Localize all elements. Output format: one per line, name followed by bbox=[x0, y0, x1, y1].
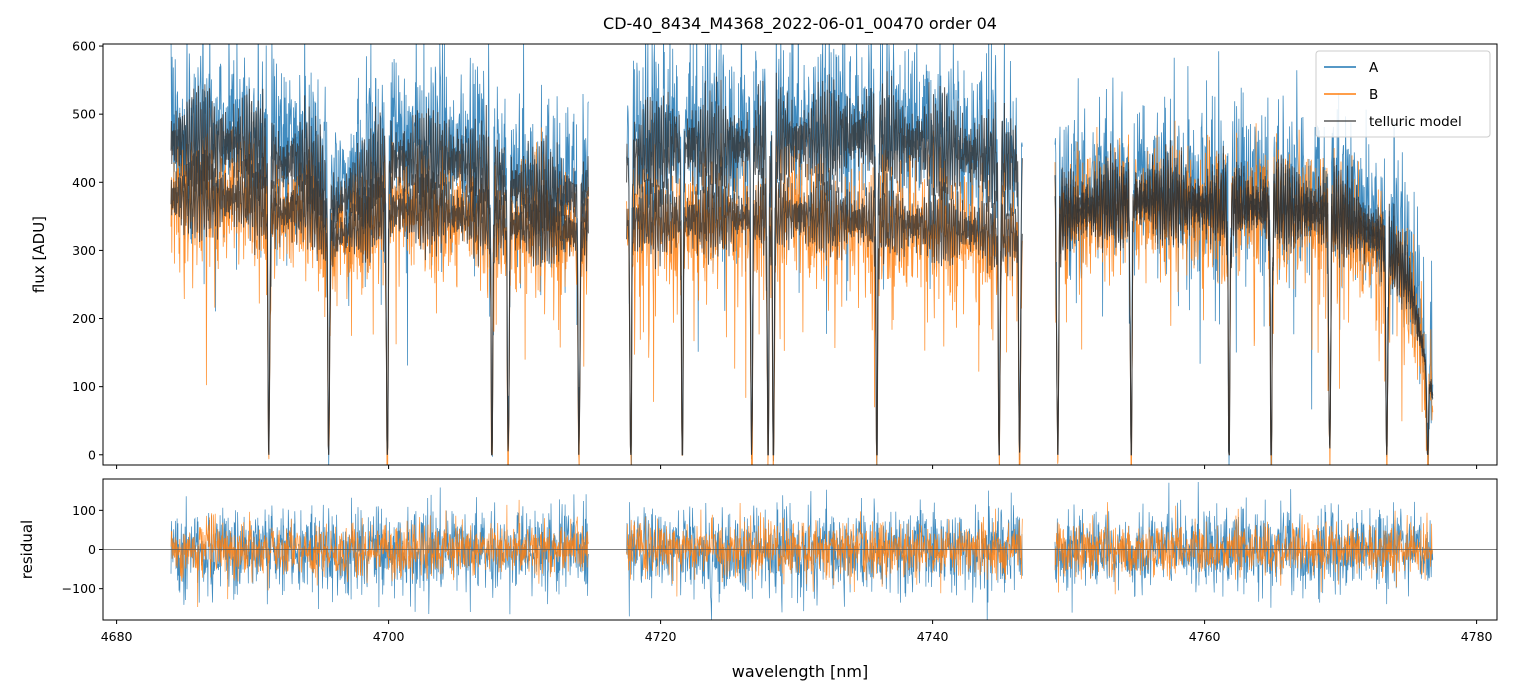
x-axis-label: wavelength [nm] bbox=[732, 662, 869, 681]
residual-x-tick-label: 4700 bbox=[373, 629, 405, 644]
flux-y-tick-label: 200 bbox=[72, 311, 96, 326]
flux-y-tick-label: 500 bbox=[72, 107, 96, 122]
flux-axes-frame bbox=[102, 43, 1498, 466]
telluric-model-b-line bbox=[170, 149, 589, 456]
residual-b-line bbox=[626, 502, 1023, 597]
flux-y-tick-label: 300 bbox=[72, 243, 96, 258]
residual-x-tick-label: 4680 bbox=[101, 629, 133, 644]
telluric-model-b-line bbox=[626, 161, 1023, 456]
telluric-model-a-line bbox=[626, 71, 1023, 456]
flux-y-tick-label: 600 bbox=[72, 39, 96, 54]
legend-label: A bbox=[1369, 60, 1379, 76]
residual-y-tick-label: 100 bbox=[72, 503, 96, 518]
flux-y-axis-label: flux [ADU] bbox=[30, 216, 48, 293]
residual-y-axis-label: residual bbox=[18, 520, 36, 579]
flux-y-tick-label: 0 bbox=[88, 447, 96, 462]
chart-title: CD-40_8434_M4368_2022-06-01_00470 order … bbox=[603, 14, 997, 34]
residual-b-line bbox=[170, 499, 589, 608]
residual-x-tick-label: 4760 bbox=[1189, 629, 1221, 644]
residual-b-line bbox=[1054, 502, 1434, 595]
residual-x-tick-label: 4780 bbox=[1461, 629, 1493, 644]
flux-y-tick-label: 400 bbox=[72, 175, 96, 190]
legend-box bbox=[1315, 50, 1491, 138]
legend-label: B bbox=[1369, 87, 1378, 103]
residual-plot-area bbox=[170, 481, 1434, 620]
residual-y-tick-label: 0 bbox=[88, 542, 96, 557]
flux-plot-area bbox=[170, 44, 1434, 465]
legend-label: telluric model bbox=[1369, 114, 1462, 130]
residual-x-tick-label: 4720 bbox=[645, 629, 677, 644]
residual-y-tick-label: −100 bbox=[62, 581, 96, 596]
telluric-model-b-line bbox=[1054, 147, 1434, 456]
residual-a-line bbox=[626, 489, 1023, 620]
telluric-model-a-line bbox=[170, 84, 589, 456]
flux-y-tick-label: 100 bbox=[72, 379, 96, 394]
residual-x-tick-label: 4740 bbox=[917, 629, 949, 644]
